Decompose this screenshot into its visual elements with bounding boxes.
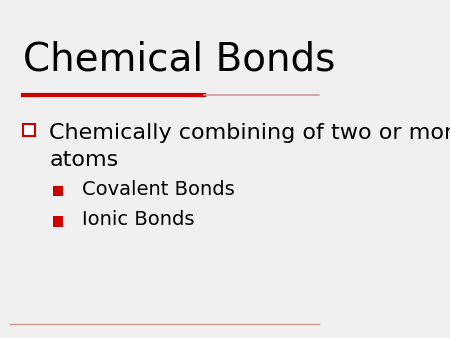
FancyBboxPatch shape bbox=[53, 216, 63, 227]
FancyBboxPatch shape bbox=[23, 124, 35, 136]
FancyBboxPatch shape bbox=[53, 186, 63, 196]
Text: Chemical Bonds: Chemical Bonds bbox=[23, 41, 335, 78]
Text: Chemically combining of two or more
atoms: Chemically combining of two or more atom… bbox=[50, 123, 450, 170]
Text: Covalent Bonds: Covalent Bonds bbox=[82, 180, 235, 199]
Text: Ionic Bonds: Ionic Bonds bbox=[82, 210, 195, 229]
